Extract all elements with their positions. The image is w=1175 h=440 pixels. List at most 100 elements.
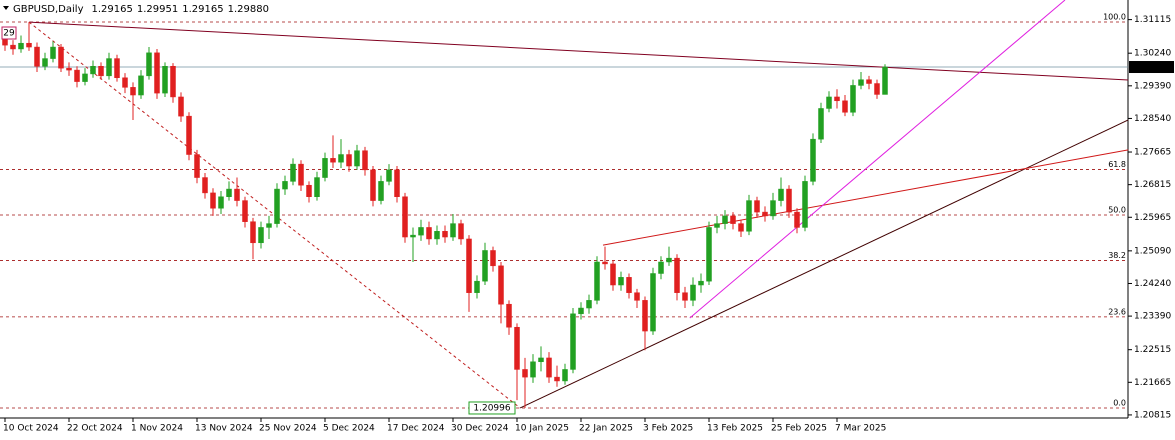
candle-body [50,46,56,59]
y-tick-label: 1.22515 [1134,345,1171,355]
candle-body [842,100,848,113]
fib-label: 61.8 [1108,160,1126,169]
candle-body [618,277,624,286]
candle-body [306,184,312,197]
header-open: 1.29165 [92,4,133,15]
candle-body [362,150,368,171]
header-low: 1.29165 [182,4,223,15]
y-tick-label: 1.20815 [1134,410,1171,420]
candle-body [434,231,440,240]
y-tick-label: 1.23390 [1134,312,1171,322]
candle-body [858,79,864,86]
candle-body [218,196,224,209]
candle-body [882,66,888,95]
candle-body [26,42,32,48]
candle-body [426,227,432,240]
candle-body [698,280,704,286]
candle-body [130,87,136,96]
x-tick-label: 17 Dec 2024 [387,424,445,434]
candle-body [450,223,456,238]
fib-label: 0.0 [1113,398,1126,407]
y-tick-label: 1.27665 [1134,148,1171,158]
candle-body [458,223,464,240]
candle-body [74,69,80,82]
candle-body [146,52,152,77]
header-high: 1.29951 [137,4,178,15]
candle-body [242,200,248,222]
candle-body [314,177,320,197]
candle-body [394,169,400,197]
candle-body [578,307,584,315]
candle-body [386,169,392,182]
candle-body [442,231,448,238]
y-tick-label: 1.26815 [1134,180,1171,190]
candle-body [674,257,680,293]
candle-body [322,158,328,178]
candle-body [98,65,104,77]
candle-body [818,108,824,140]
x-tick-label: 13 Nov 2024 [195,424,253,434]
candle-body [722,215,728,224]
candle-body [642,300,648,332]
price-tag [1129,61,1174,74]
candle-body [778,188,784,201]
candle-body [2,39,8,46]
candle-body [586,300,592,309]
candle-body [834,96,840,102]
candle-body [658,261,664,274]
candle-body [754,200,760,213]
fib-label: 100.0 [1103,13,1126,22]
candle-body [874,83,880,95]
x-tick-label: 10 Jan 2025 [515,424,569,434]
y-tick-label: 1.25965 [1134,213,1171,223]
candle-body [138,75,144,96]
candle-body [530,361,536,378]
candle-body [562,369,568,382]
trendline [602,149,1129,246]
y-tick-label: 1.25090 [1134,246,1171,256]
candle-body [690,284,696,301]
candle-body [826,96,832,109]
candle-body [378,181,384,201]
candle-body [794,211,800,228]
candle-body [10,44,16,50]
y-tick-label: 1.29390 [1134,81,1171,91]
menu-arrow [3,6,9,10]
candle-body [418,227,424,236]
candle-body [370,169,376,201]
candle-body [170,65,176,98]
candle-body [762,211,768,217]
candle-body [90,65,96,75]
candle-body [34,46,40,67]
y-tick-label: 1.31115 [1134,15,1171,25]
x-tick-label: 25 Nov 2024 [259,424,317,434]
x-tick-label: 13 Feb 2025 [707,424,763,434]
candle-body [114,58,120,79]
candle-body [402,196,408,238]
candle-body [570,313,576,370]
low-label-box [468,401,516,415]
header: GBPUSD,Daily 1.29165 1.29951 1.29165 1.29880 [13,4,269,15]
candle-body [66,67,72,71]
x-tick-label: 30 Dec 2024 [451,424,509,434]
corner-label-box [1,26,17,40]
candle-body [498,265,504,305]
candle-body [474,280,480,293]
candle-body [82,73,88,82]
y-tick-label: 1.21665 [1134,378,1171,388]
candle-body [290,163,296,182]
x-tick-label: 1 Nov 2024 [131,424,183,434]
candle-body [626,277,632,293]
x-tick-label: 3 Feb 2025 [643,424,693,434]
candle-body [330,158,336,163]
candle-body [482,250,488,282]
candle-body [850,85,856,113]
x-tick-label: 25 Feb 2025 [771,424,827,434]
trendline [28,21,1129,81]
x-tick-label: 22 Oct 2024 [67,424,123,434]
candle-body [346,154,352,167]
x-tick-label: 7 Mar 2025 [835,424,886,434]
candle-body [186,115,192,155]
candle-body [770,200,776,217]
